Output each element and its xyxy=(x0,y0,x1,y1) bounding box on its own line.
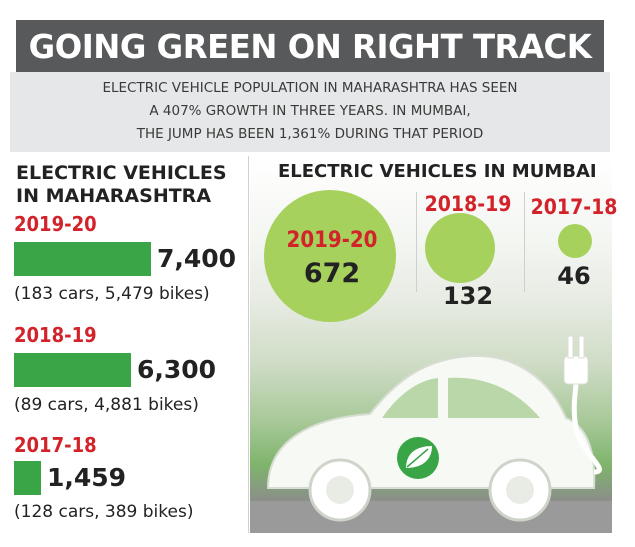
infographic-title: GOING GREEN ON RIGHT TRACK xyxy=(16,20,604,72)
car-illustration xyxy=(250,335,612,533)
maharashtra-year-label: 2019-20 xyxy=(14,212,97,236)
maharashtra-breakdown: (89 cars, 4,881 bikes) xyxy=(14,395,199,415)
maharashtra-value-label: 1,459 xyxy=(47,463,127,492)
subtitle-line-3: THE JUMP HAS BEEN 1,361% DURING THAT PER… xyxy=(136,126,484,142)
car-body xyxy=(266,354,596,489)
mumbai-panel xyxy=(250,156,612,533)
divider xyxy=(416,192,417,292)
charging-cable xyxy=(571,381,602,475)
maharashtra-panel xyxy=(10,156,248,533)
plug-prong-right xyxy=(578,335,585,359)
maharashtra-year-label: 2017-18 xyxy=(14,433,97,457)
road-surface xyxy=(250,501,612,533)
subtitle-line-2: A 407% GROWTH IN THREE YEARS. IN MUMBAI, xyxy=(149,103,471,119)
car-window-front xyxy=(382,378,438,418)
mumbai-value-label: 672 xyxy=(303,258,361,289)
mumbai-value-label: 132 xyxy=(442,282,494,310)
leaf-vein xyxy=(406,448,429,468)
maharashtra-bar xyxy=(14,353,131,387)
maharashtra-bar xyxy=(14,461,41,495)
mumbai-year-label: 2019-20 xyxy=(286,228,378,253)
subtitle-box: ELECTRIC VEHICLE POPULATION IN MAHARASHT… xyxy=(10,72,610,152)
divider xyxy=(524,192,525,292)
maharashtra-value-label: 7,400 xyxy=(157,244,237,273)
plug-prong-left xyxy=(567,335,574,359)
maharashtra-breakdown: (128 cars, 389 bikes) xyxy=(14,502,194,522)
car-hub-rear xyxy=(506,476,534,504)
maharashtra-breakdown: (183 cars, 5,479 bikes) xyxy=(14,284,210,304)
mumbai-title: ELECTRIC VEHICLES IN MUMBAI xyxy=(278,161,597,182)
car-hub-front xyxy=(326,476,354,504)
mumbai-value-label: 46 xyxy=(557,262,591,290)
maharashtra-bar xyxy=(14,242,151,276)
plug-body xyxy=(563,355,589,385)
mumbai-bubble xyxy=(557,223,593,259)
mumbai-year-label: 2018-19 xyxy=(424,192,512,216)
mumbai-year-label: 2017-18 xyxy=(530,195,618,219)
mumbai-bubble xyxy=(425,213,495,283)
maharashtra-title: ELECTRIC VEHICLES IN MAHARASHTRA xyxy=(16,162,227,207)
car-window-rear xyxy=(448,377,540,418)
maharashtra-value-label: 6,300 xyxy=(137,355,217,384)
maharashtra-year-label: 2018-19 xyxy=(14,323,97,347)
mumbai-bubble xyxy=(264,190,396,322)
subtitle-line-1: ELECTRIC VEHICLE POPULATION IN MAHARASHT… xyxy=(102,80,518,96)
